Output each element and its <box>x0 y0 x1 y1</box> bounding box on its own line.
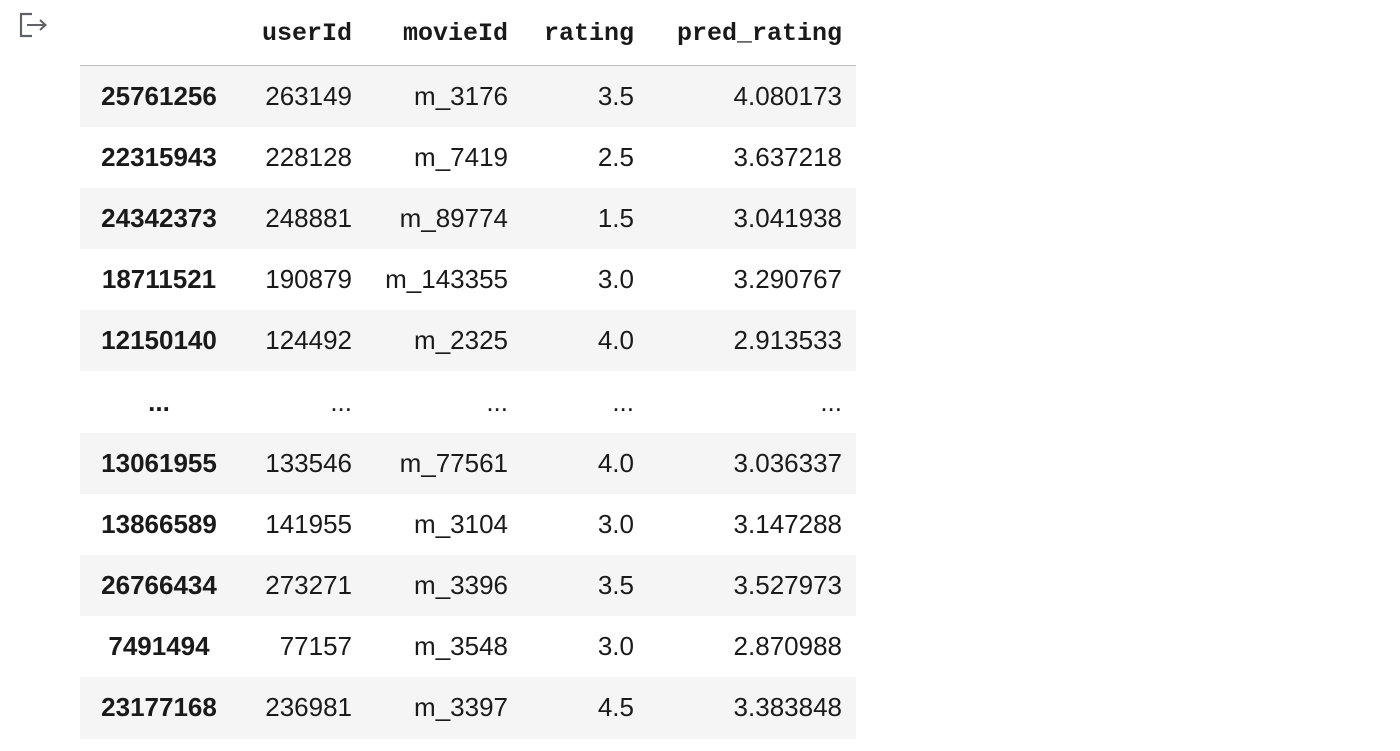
cell-pred-rating: 3.527973 <box>733 570 842 601</box>
cell-rating: 2.5 <box>597 141 634 172</box>
cell-userid: 141955 <box>265 508 352 539</box>
cell-pred-rating: 2.913533 <box>733 325 842 356</box>
cell-userid: 77157 <box>279 631 352 662</box>
cell-rating: 3.5 <box>597 570 634 601</box>
table-row: 22315943 228128 m_7419 2.5 3.637218 <box>80 127 856 188</box>
cell-pred-rating: ... <box>820 386 842 417</box>
cell-userid: 228128 <box>265 141 352 172</box>
cell-pred-rating: 3.147288 <box>733 508 842 539</box>
cell-movieid: m_3397 <box>414 692 508 723</box>
cell-pred-rating: 2.870988 <box>733 631 842 662</box>
row-index: ... <box>148 386 170 417</box>
dataframe-table: userId movieId rating pred_rating 257612… <box>80 2 856 739</box>
cell-movieid: m_89774 <box>399 202 508 233</box>
cell-movieid: ... <box>486 386 508 417</box>
cell-rating: 3.0 <box>597 264 634 295</box>
cell-userid: 263149 <box>265 80 352 111</box>
cell-rating: 3.5 <box>597 80 634 111</box>
cell-rating: 3.0 <box>597 508 634 539</box>
table-header: userId movieId rating pred_rating <box>80 2 856 66</box>
table-row: 18711521 190879 m_143355 3.0 3.290767 <box>80 249 856 310</box>
cell-movieid: m_143355 <box>385 264 508 295</box>
cell-userid: 248881 <box>265 202 352 233</box>
table-row: 25761256 263149 m_3176 3.5 4.080173 <box>80 65 856 127</box>
row-index: 25761256 <box>101 80 217 111</box>
cell-userid: 133546 <box>265 447 352 478</box>
cell-movieid: m_3396 <box>414 570 508 601</box>
cell-userid: 190879 <box>265 264 352 295</box>
column-header-movieid: movieId <box>366 2 522 66</box>
cell-userid: 273271 <box>265 570 352 601</box>
cell-rating: 4.5 <box>597 692 634 723</box>
output-arrow-icon[interactable] <box>19 12 49 40</box>
cell-pred-rating: 3.290767 <box>733 264 842 295</box>
table-row: 23177168 236981 m_3397 4.5 3.383848 <box>80 677 856 739</box>
cell-rating: 4.0 <box>597 325 634 356</box>
table-row-ellipsis: ... ... ... ... ... <box>80 371 856 432</box>
cell-movieid: m_77561 <box>399 447 508 478</box>
table-row: 24342373 248881 m_89774 1.5 3.041938 <box>80 187 856 250</box>
cell-userid: 236981 <box>265 692 352 723</box>
cell-pred-rating: 3.036337 <box>733 447 842 478</box>
row-index: 24342373 <box>101 202 217 233</box>
cell-rating: 3.0 <box>597 631 634 662</box>
row-index: 22315943 <box>101 141 217 172</box>
cell-pred-rating: 4.080173 <box>733 80 842 111</box>
cell-rating: ... <box>612 386 634 417</box>
row-index: 13061955 <box>101 447 217 478</box>
row-index: 26766434 <box>101 570 217 601</box>
row-index: 23177168 <box>101 692 217 723</box>
cell-movieid: m_3548 <box>414 631 508 662</box>
column-header-rating: rating <box>522 2 648 66</box>
table-row: 26766434 273271 m_3396 3.5 3.527973 <box>80 555 856 617</box>
column-header-pred-rating: pred_rating <box>648 2 856 66</box>
row-index: 12150140 <box>101 325 217 356</box>
column-header-userid: userId <box>238 2 366 66</box>
row-index: 18711521 <box>101 264 217 295</box>
cell-pred-rating: 3.383848 <box>733 692 842 723</box>
cell-movieid: m_3176 <box>414 80 508 111</box>
table-body: 25761256 263149 m_3176 3.5 4.080173 2231… <box>80 65 856 739</box>
cell-movieid: m_3104 <box>414 508 508 539</box>
row-index: 7491494 <box>108 631 210 662</box>
cell-rating: 1.5 <box>597 202 634 233</box>
table-row: 7491494 77157 m_3548 3.0 2.870988 <box>80 616 856 677</box>
column-header-index <box>80 2 238 66</box>
cell-pred-rating: 3.637218 <box>733 141 842 172</box>
cell-rating: 4.0 <box>597 447 634 478</box>
cell-movieid: m_7419 <box>414 141 508 172</box>
cell-pred-rating: 3.041938 <box>733 202 842 233</box>
cell-userid: 124492 <box>265 325 352 356</box>
table-row: 13866589 141955 m_3104 3.0 3.147288 <box>80 494 856 555</box>
cell-movieid: m_2325 <box>414 325 508 356</box>
row-index: 13866589 <box>101 508 217 539</box>
table-row: 12150140 124492 m_2325 4.0 2.913533 <box>80 310 856 372</box>
cell-userid: ... <box>330 386 352 417</box>
header-row: userId movieId rating pred_rating <box>80 2 856 66</box>
table-row: 13061955 133546 m_77561 4.0 3.036337 <box>80 432 856 494</box>
